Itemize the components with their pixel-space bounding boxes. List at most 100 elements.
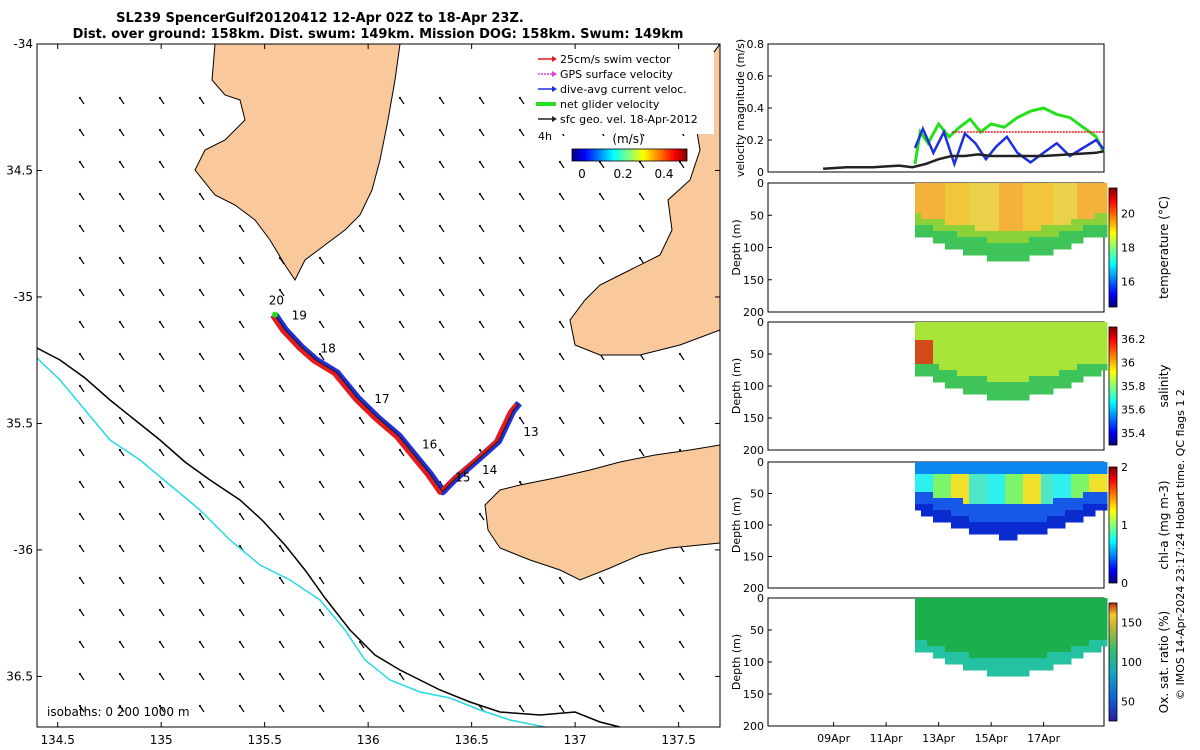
heatmap-cell [1059, 504, 1066, 511]
heatmap-cell [987, 474, 994, 481]
heatmap-cell [1095, 328, 1102, 335]
heatmap-cell [1023, 358, 1030, 365]
current-arrow [158, 256, 165, 265]
heatmap-cell [1053, 486, 1060, 493]
heatmap-cell [915, 195, 922, 202]
heatmap-cell [993, 376, 1000, 383]
heatmap-cell [1053, 622, 1060, 629]
heatmap-cell [1011, 628, 1018, 635]
heatmap-cell [1059, 468, 1066, 475]
heatmap-cell [1005, 528, 1012, 535]
heatmap-cell [993, 364, 1000, 371]
current-arrow [558, 160, 565, 169]
heatmap-cell [1023, 219, 1030, 226]
heatmap-cell [945, 370, 952, 377]
heatmap-cell [1005, 486, 1012, 493]
heatmap-cell [963, 504, 970, 511]
heatmap-cell [1041, 388, 1048, 395]
heatmap-cell [1035, 504, 1042, 511]
heatmap-cell [1083, 622, 1090, 629]
heatmap-cell [1089, 640, 1096, 647]
heatmap-cell [987, 183, 994, 190]
current-arrow [438, 160, 445, 169]
heatmap-cell [951, 516, 958, 523]
heatmap-cell [1101, 364, 1108, 371]
heatmap-cell [1029, 364, 1036, 371]
current-arrow [558, 384, 565, 393]
heatmap-cell [957, 492, 964, 499]
heatmap-cell [963, 474, 970, 481]
heatmap-cell [1077, 334, 1084, 341]
heatmap-cell [1023, 598, 1030, 605]
heatmap-cell [1083, 610, 1090, 617]
heatmap-cell [981, 640, 988, 647]
heatmap-cell [981, 652, 988, 659]
heatmap-cell [957, 376, 964, 383]
heatmap-cell [915, 468, 922, 475]
legend-entry: sfc geo. vel. 18-Apr-2012 [538, 113, 698, 126]
heatmap-cell [1029, 388, 1036, 395]
colorbar-tick-label: 20 [1121, 208, 1135, 221]
heatmap-cell [999, 249, 1006, 256]
heatmap-cell [951, 243, 958, 250]
heatmap-cell [1077, 492, 1084, 499]
heatmap-cell [1053, 516, 1060, 523]
heatmap-cell [969, 340, 976, 347]
current-arrow [318, 576, 325, 585]
heatmap-cell [1065, 516, 1072, 523]
heatmap-cell [1053, 658, 1060, 665]
heatmap-cell [1059, 640, 1066, 647]
current-arrow [598, 640, 605, 649]
heatmap-cell [1095, 183, 1102, 190]
current-arrow [78, 352, 85, 361]
colorbar-tick-label: 18 [1121, 242, 1135, 255]
current-arrow [558, 288, 565, 297]
current-arrow [358, 288, 365, 297]
heatmap-cell [1089, 474, 1096, 481]
heatmap-cell [939, 183, 946, 190]
heatmap-cell [1077, 468, 1084, 475]
colorbar-tick-label: 0 [1121, 577, 1128, 590]
heatmap-cell [945, 610, 952, 617]
heatmap-cell [939, 480, 946, 487]
heatmap-cell [1011, 358, 1018, 365]
heatmap-cell [987, 225, 994, 232]
current-arrow [478, 480, 485, 489]
heatmap-cell [1053, 646, 1060, 653]
heatmap-cell [1053, 382, 1060, 389]
depth-tick-label: 150 [743, 412, 764, 425]
heatmap-cell [1089, 610, 1096, 617]
heatmap-cell [915, 352, 922, 359]
depth-tick-label: 0 [757, 592, 764, 605]
heatmap-cell [987, 201, 994, 208]
legend-entry: dive-avg current veloc. [538, 83, 687, 96]
heatmap-cell [981, 249, 988, 256]
heatmap-cell [1047, 510, 1054, 517]
heatmap-cell [993, 243, 1000, 250]
heatmap-cell [957, 225, 964, 232]
heatmap-cell [915, 346, 922, 353]
heatmap-cell [1029, 370, 1036, 377]
heatmap-cell [981, 189, 988, 196]
heatmap-cell [981, 610, 988, 617]
heatmap-cell [1041, 498, 1048, 505]
heatmap-cell [975, 231, 982, 238]
current-arrow [318, 512, 325, 521]
heatmap-cell [957, 346, 964, 353]
colorbar-label: Ox. sat. ratio (%) [1157, 611, 1171, 713]
heatmap-cell [999, 328, 1006, 335]
heatmap-cell [1035, 249, 1042, 256]
current-arrow [678, 704, 685, 713]
heatmap-cell [975, 628, 982, 635]
heatmap-cell [975, 364, 982, 371]
current-arrow [478, 512, 485, 521]
current-arrow [518, 672, 525, 681]
current-arrow [158, 224, 165, 233]
heatmap-cell [1053, 604, 1060, 611]
current-arrow [438, 704, 445, 713]
heatmap-cell [1095, 604, 1102, 611]
heatmap-cell [927, 358, 934, 365]
heatmap-cell [915, 225, 922, 232]
heatmap-cell [1023, 652, 1030, 659]
